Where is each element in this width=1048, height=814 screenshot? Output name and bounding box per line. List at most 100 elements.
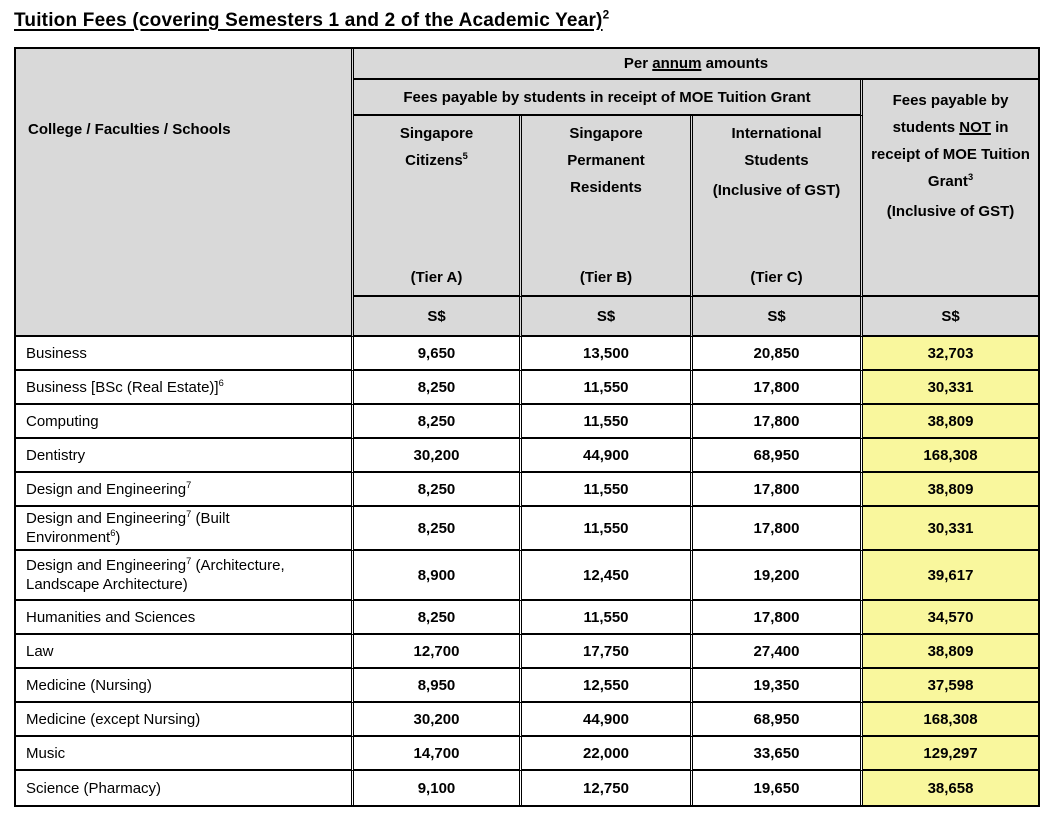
fee-value-no-grant: 30,331 (863, 371, 1039, 405)
fee-value: 12,550 (522, 669, 693, 703)
per-annum-header: Per annum amounts (354, 49, 1039, 80)
no-grant-header-text: Fees payable by students NOT in receipt … (869, 87, 1032, 195)
fee-value: 17,800 (693, 473, 863, 507)
fee-value: 17,800 (693, 507, 863, 551)
fee-value-no-grant: 32,703 (863, 337, 1039, 371)
fee-value: 11,550 (522, 473, 693, 507)
fee-value: 11,550 (522, 405, 693, 439)
fee-value-no-grant: 30,331 (863, 507, 1039, 551)
fee-value-no-grant: 34,570 (863, 601, 1039, 635)
fee-value: 33,650 (693, 737, 863, 771)
college-label: Design and Engineering7 (Built Environme… (16, 507, 354, 551)
fee-value: 68,950 (693, 703, 863, 737)
fee-value: 44,900 (522, 703, 693, 737)
fee-value-no-grant: 168,308 (863, 703, 1039, 737)
fee-value: 13,500 (522, 337, 693, 371)
fee-value: 8,900 (354, 551, 522, 601)
college-label: Law (16, 635, 354, 669)
fee-value-no-grant: 37,598 (863, 669, 1039, 703)
column-header-text: International Students (Inclusive of GST) (697, 120, 856, 204)
column-header-text: Singapore Citizens5 (399, 125, 474, 169)
college-label: Dentistry (16, 439, 354, 473)
fee-value: 12,450 (522, 551, 693, 601)
fee-value: 11,550 (522, 371, 693, 405)
fee-value: 30,200 (354, 703, 522, 737)
table-row: Business 9,650 13,500 20,850 32,703 (16, 337, 1039, 371)
table-row: Computing 8,250 11,550 17,800 38,809 (16, 405, 1039, 439)
fee-value: 9,650 (354, 337, 522, 371)
corner-header-college-faculties-schools: College / Faculties / Schools (16, 49, 354, 337)
fee-value: 12,750 (522, 771, 693, 805)
college-label: Design and Engineering7 (Architecture, L… (16, 551, 354, 601)
table-row: Medicine (except Nursing) 30,200 44,900 68,… (16, 703, 1039, 737)
column-header-tier-c: International Students (Inclusive of GST)(… (693, 116, 863, 297)
no-grant-text: Fees payable by students (892, 92, 1009, 136)
header-row-currency: S$ S$ S$ S$ (16, 297, 1039, 337)
college-label: Design and Engineering7 (16, 473, 354, 507)
college-label: Medicine (except Nursing) (16, 703, 354, 737)
header-row-per-annum: College / Faculties / Schools Per annum … (16, 49, 1039, 337)
table-row: Law 12,700 17,750 27,400 38,809 (16, 635, 1039, 669)
college-label: Medicine (Nursing) (16, 669, 354, 703)
fee-value: 8,250 (354, 371, 522, 405)
fee-value: 30,200 (354, 439, 522, 473)
fee-value: 8,250 (354, 507, 522, 551)
currency-header-no-grant: S$ (863, 297, 1039, 337)
table-row: Humanities and Sciences 8,250 11,550 17,800… (16, 601, 1039, 635)
table-row: Music 14,700 22,000 33,650 129,297 (16, 737, 1039, 771)
fee-value-no-grant: 39,617 (863, 551, 1039, 601)
college-label: Science (Pharmacy) (16, 771, 354, 805)
college-label: Music (16, 737, 354, 771)
fee-value: 44,900 (522, 439, 693, 473)
per-annum-underlined-text: annum (652, 55, 702, 72)
fee-value: 8,250 (354, 601, 522, 635)
per-annum-text-end: amounts (701, 55, 769, 72)
no-grant-footnote-marker: 3 (967, 172, 974, 182)
tier-label: (Tier A) (410, 269, 463, 286)
fee-value: 17,800 (693, 601, 863, 635)
college-label: Humanities and Sciences (16, 601, 354, 635)
fee-value: 11,550 (522, 507, 693, 551)
fee-value: 8,950 (354, 669, 522, 703)
tier-label: (Tier B) (579, 269, 633, 286)
college-label: Business [BSc (Real Estate)]6 (16, 371, 354, 405)
page-title-text: Tuition Fees (covering Semesters 1 and 2… (14, 10, 603, 31)
table-row: Science (Pharmacy) 9,100 12,750 19,650 38,65… (16, 771, 1039, 805)
footnote-marker: 7 (186, 509, 192, 519)
table-row: Design and Engineering7 (Architecture, L… (16, 551, 1039, 601)
fee-value: 9,100 (354, 771, 522, 805)
tuition-fees-table: College / Faculties / Schools Per annum … (14, 47, 1041, 807)
fee-value-no-grant: 38,809 (863, 635, 1039, 669)
page-title: Tuition Fees (covering Semesters 1 and 2… (14, 9, 1034, 32)
fee-value-no-grant: 38,658 (863, 771, 1039, 805)
no-grant-gst-note: (Inclusive of GST) (886, 203, 1015, 220)
fee-value: 27,400 (693, 635, 863, 669)
table-row: Design and Engineering7 (Built Environme… (16, 507, 1039, 551)
currency-header-tier-b: S$ (522, 297, 693, 337)
column-header-tier-a: Singapore Citizens5 (Tier A) (354, 116, 522, 297)
fee-value: 20,850 (693, 337, 863, 371)
college-label: Business (16, 337, 354, 371)
college-label: Computing (16, 405, 354, 439)
fee-value: 19,200 (693, 551, 863, 601)
currency-header-tier-a: S$ (354, 297, 522, 337)
table-row: Design and Engineering7 8,250 11,550 17,800… (16, 473, 1039, 507)
fee-value-no-grant: 38,809 (863, 405, 1039, 439)
gst-note: (Inclusive of GST) (712, 182, 841, 199)
fee-value: 17,750 (522, 635, 693, 669)
fee-value: 17,800 (693, 371, 863, 405)
footnote-marker: 5 (462, 151, 468, 161)
no-grant-underlined-text: NOT (959, 119, 991, 136)
fee-value: 8,250 (354, 405, 522, 439)
fee-value: 22,000 (522, 737, 693, 771)
table-row: Medicine (Nursing) 8,950 12,550 19,350 37,59… (16, 669, 1039, 703)
fee-value: 8,250 (354, 473, 522, 507)
header-row-tier-columns: Singapore Citizens5 (Tier A) Singapore Perma… (16, 116, 1038, 297)
fee-value-no-grant: 168,308 (863, 439, 1039, 473)
currency-header-tier-c: S$ (693, 297, 863, 337)
fee-value: 19,350 (693, 669, 863, 703)
table-row: Business [BSc (Real Estate)]6 8,250 11,550… (16, 371, 1039, 405)
footnote-marker: 7 (186, 479, 192, 490)
no-grant-column-header: Fees payable by students NOT in receipt … (863, 80, 1039, 297)
